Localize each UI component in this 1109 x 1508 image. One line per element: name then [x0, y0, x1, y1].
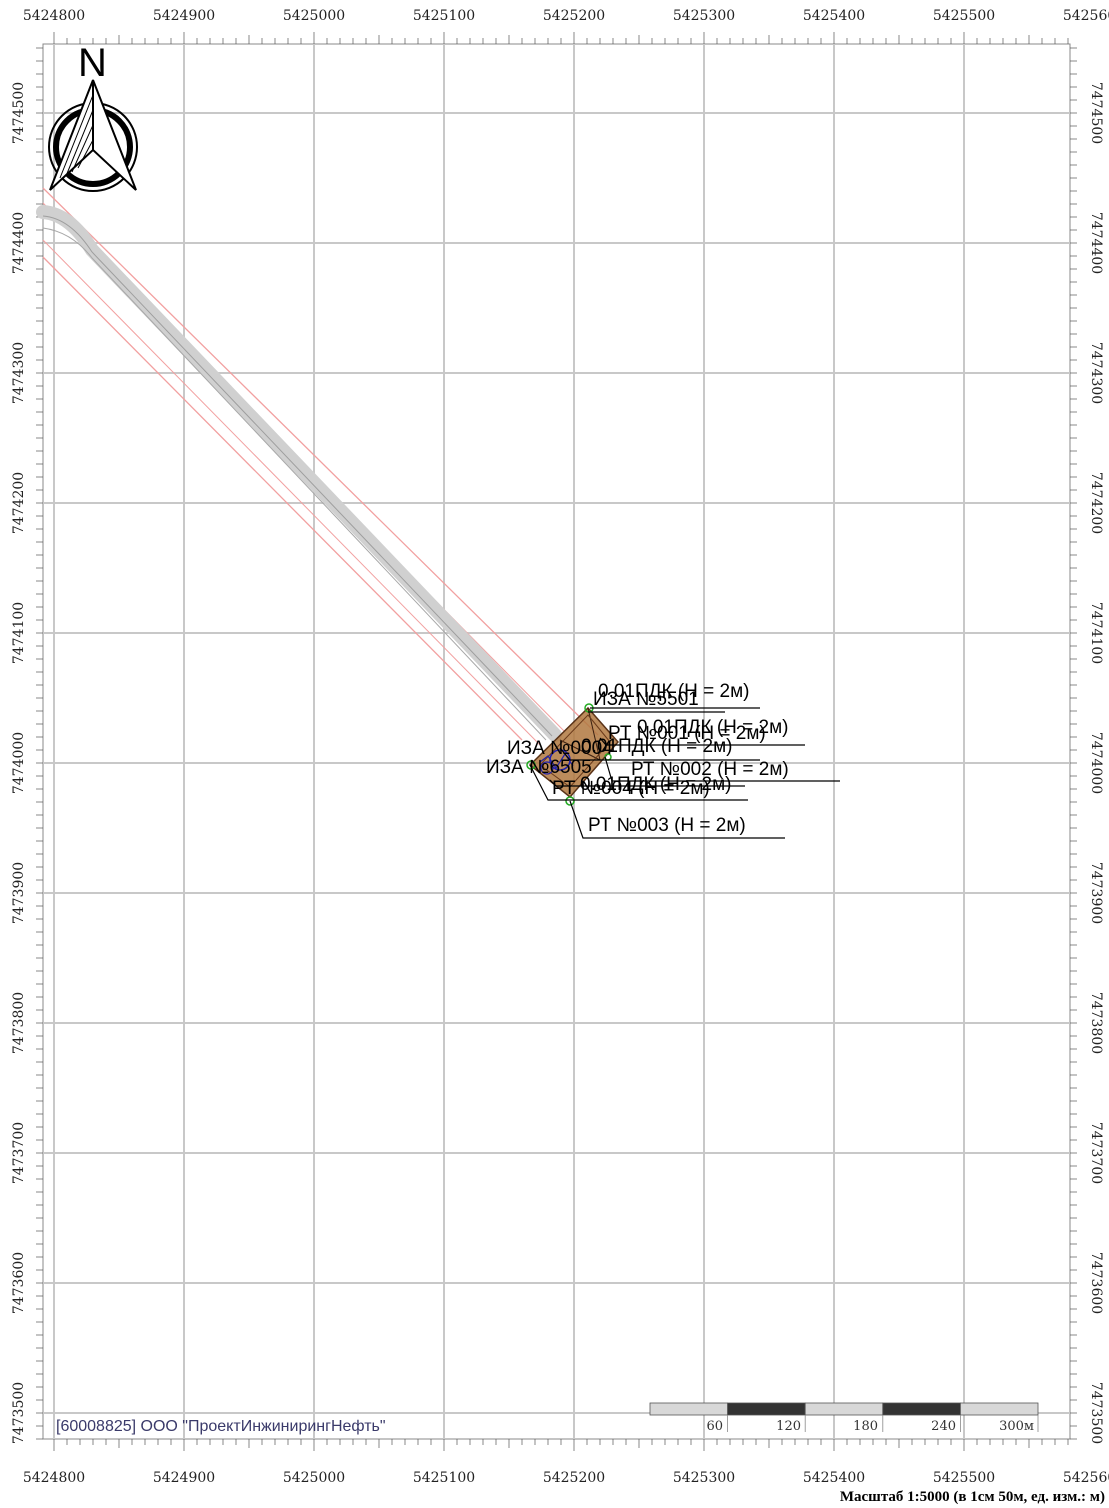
- north-letter: N: [78, 41, 107, 85]
- north-arrow-hatch-1: [59, 94, 94, 179]
- leader-lines: [529, 707, 840, 839]
- y-tick-left-4: 7474100: [11, 602, 27, 664]
- label-0-01pdk-top: 0.01ПДК (Н = 2м): [598, 681, 750, 702]
- north-arrow-hatch-2: [65, 109, 94, 177]
- label-0-01pdk-4: 0.01ПДК (Н = 2м): [580, 774, 732, 795]
- scale-label-60: 60: [706, 1419, 723, 1434]
- x-tick-bottom-8: 5425600: [1063, 1470, 1109, 1486]
- leader-line-5: [604, 756, 840, 782]
- y-tick-right-4: 7474100: [1088, 602, 1104, 664]
- y-tick-right-7: 7473800: [1088, 992, 1104, 1054]
- road-edge-lower: [42, 239, 541, 746]
- x-tick-top-6: 5425400: [803, 8, 865, 24]
- y-tick-right-0: 7474500: [1088, 82, 1104, 144]
- scale-label-240: 240: [931, 1419, 956, 1434]
- label-rt-001: РТ №001 (Н = 2м): [608, 723, 766, 744]
- y-tick-left-10: 7473500: [11, 1382, 27, 1444]
- leader-line-8: [569, 800, 785, 839]
- road-surface: [36, 205, 562, 742]
- scale-seg-2: [727, 1402, 806, 1416]
- y-tick-left-1: 7474400: [11, 212, 27, 274]
- leader-line-6: [549, 779, 745, 787]
- road-buffer-edge-lower: [42, 256, 523, 741]
- north-arrow-right-half: [92, 79, 137, 191]
- scale-bar: 60 120 180 240 300м: [649, 1402, 1039, 1434]
- point-rt-003[interactable]: [565, 796, 575, 806]
- x-tick-bottom-1: 5424900: [153, 1470, 215, 1486]
- x-tick-top-3: 5425100: [413, 8, 475, 24]
- label-0-01pdk-3: 0.01ПДК (Н = 2м): [581, 736, 733, 757]
- pad-line-b: [559, 739, 601, 761]
- scale-seg-4: [882, 1402, 961, 1416]
- label-iza-6505: ИЗА №6505: [486, 757, 592, 778]
- x-tick-top-0: 5424800: [23, 8, 85, 24]
- leader-line-7: [529, 764, 748, 801]
- label-rt-002: РТ №002 (Н = 2м): [631, 759, 789, 780]
- x-tick-bottom-2: 5425000: [283, 1470, 345, 1486]
- x-tick-bottom-5: 5425300: [673, 1470, 735, 1486]
- label-0-01pdk-2: 0.01ПДК (Н = 2м): [637, 717, 789, 738]
- road-centerline: [42, 215, 553, 737]
- x-tick-top-8: 5425600: [1063, 8, 1109, 24]
- y-tick-left-0: 7474500: [11, 82, 27, 144]
- map-labels: 0.01ПДК (Н = 2м) ИЗА №5501 0.01ПДК (Н = …: [486, 681, 789, 836]
- x-tick-bottom-3: 5425100: [413, 1470, 475, 1486]
- organization-label: [60008825] ООО "ПроектИнжинирингНефть": [56, 1418, 386, 1435]
- x-tick-top-5: 5425300: [673, 8, 735, 24]
- scale-label-300: 300м: [999, 1419, 1034, 1434]
- y-tick-right-5: 7474000: [1088, 732, 1104, 794]
- scale-seg-1: [649, 1402, 728, 1416]
- x-tick-top-1: 5424900: [153, 8, 215, 24]
- x-tick-bottom-4: 5425200: [543, 1470, 605, 1486]
- y-tick-left-2: 7474300: [11, 342, 27, 404]
- north-arrow-icon: N: [48, 41, 138, 192]
- y-tick-left-5: 7474000: [11, 732, 27, 794]
- y-tick-left-6: 7473900: [11, 862, 27, 924]
- y-tick-right-9: 7473600: [1088, 1252, 1104, 1314]
- scale-caption: Масштаб 1:5000 (в 1см 50м, ед. изм.: м): [839, 1489, 1105, 1505]
- label-rt-004: РТ №004 (Н = 2м): [552, 778, 710, 799]
- y-tick-right-1: 7474400: [1088, 212, 1104, 274]
- leader-line-3: [599, 737, 805, 746]
- coordinate-grid: [43, 44, 1070, 1439]
- scale-label-120: 120: [776, 1419, 801, 1434]
- y-tick-left-7: 7473800: [11, 992, 27, 1054]
- y-tick-left-9: 7473600: [11, 1252, 27, 1314]
- north-arrow-hatch-4: [77, 139, 94, 169]
- road-corridor: [36, 187, 599, 746]
- y-tick-right-2: 7474300: [1088, 342, 1104, 404]
- north-arrow-hatch-3: [71, 124, 94, 173]
- road-buffer-edge-upper: [42, 187, 599, 736]
- x-tick-top-7: 5425500: [933, 8, 995, 24]
- point-rt-004[interactable]: [526, 760, 536, 770]
- y-tick-left-8: 7473700: [11, 1122, 27, 1184]
- coordinate-ruler: 5424800 5424800 5424900 5424900 5425000 54250…: [11, 8, 1109, 1486]
- y-tick-right-3: 7474200: [1088, 472, 1104, 534]
- scale-seg-5: [960, 1402, 1039, 1416]
- road-line-secondary: [42, 227, 547, 741]
- y-tick-right-10: 7473500: [1088, 1382, 1104, 1444]
- y-tick-right-6: 7473900: [1088, 862, 1104, 924]
- scale-seg-3: [804, 1402, 884, 1416]
- x-tick-top-2: 5425000: [283, 8, 345, 24]
- label-iza-5501: ИЗА №5501: [593, 689, 699, 710]
- leader-line-4: [559, 747, 760, 761]
- emission-source-marker-2[interactable]: [540, 761, 554, 775]
- pad-inner-outline: [539, 714, 611, 788]
- y-tick-left-3: 7474200: [11, 472, 27, 534]
- x-tick-top-4: 5425200: [543, 8, 605, 24]
- x-tick-bottom-0: 5424800: [23, 1470, 85, 1486]
- scale-label-180: 180: [853, 1419, 878, 1434]
- x-tick-bottom-6: 5425400: [803, 1470, 865, 1486]
- y-tick-right-8: 7473700: [1088, 1122, 1104, 1184]
- x-tick-bottom-7: 5425500: [933, 1470, 995, 1486]
- label-iza-0004: ИЗА №0004: [507, 738, 613, 759]
- label-rt-003: РТ №003 (Н = 2м): [588, 815, 746, 836]
